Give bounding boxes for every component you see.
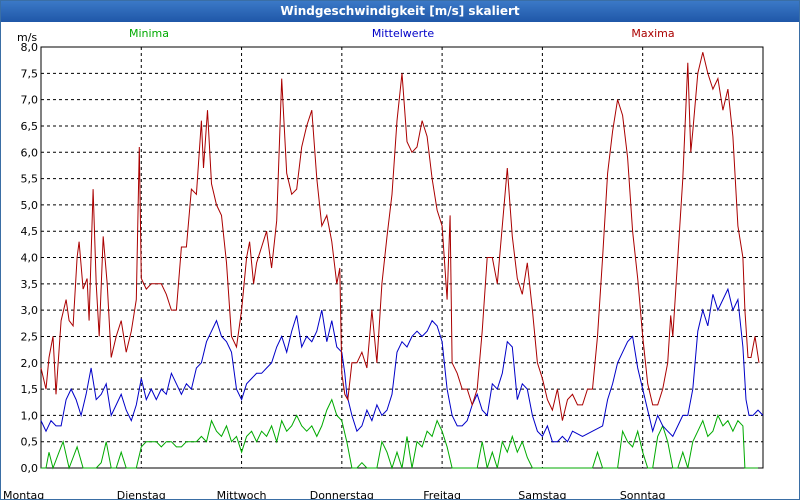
legend-maxima: Maxima (631, 27, 674, 40)
y-tick-label: 4,5 (21, 225, 39, 238)
y-tick-label: 7,0 (21, 94, 39, 107)
y-tick-label: 5,5 (21, 173, 39, 186)
y-tick-label: 0,5 (21, 436, 39, 449)
y-tick-label: 3,5 (21, 278, 39, 291)
y-tick-label: 6,0 (21, 146, 39, 159)
y-tick-label: 2,5 (21, 330, 39, 343)
x-tick-day: Dienstag (117, 489, 166, 499)
y-tick-label: 7,5 (21, 67, 39, 80)
y-tick-label: 8,0 (21, 41, 39, 54)
y-tick-label: 4,0 (21, 252, 39, 265)
y-tick-label: 1,5 (21, 383, 39, 396)
series-line-minima (41, 398, 758, 470)
y-tick-label: 0,0 (21, 462, 39, 475)
x-tick-day: Mittwoch (217, 489, 267, 499)
x-tick-day: Montag (3, 489, 44, 499)
y-tick-label: 5,0 (21, 199, 39, 212)
series-line-mittelwerte (40, 287, 764, 443)
y-tick-label: 2,0 (21, 357, 39, 370)
x-tick-day: Samstag (518, 489, 566, 499)
y-axis-unit: m/s (17, 31, 37, 44)
wind-speed-chart: 0,0 0,5 1,0 1,5 2,0 2,5 3,0 3,5 4,0 4,5 5,0 5,5 6,0 6… (3, 27, 764, 499)
window-title: Windgeschwindigkeit [m/s] skaliert (1, 1, 799, 22)
y-tick-label: 1,0 (21, 409, 39, 422)
x-tick-day: Donnerstag (310, 489, 374, 499)
x-tick-day: Freitag (423, 489, 461, 499)
x-tick-day: Sonntag (620, 489, 666, 499)
legend-minima: Minima (129, 27, 169, 40)
legend-mittelwerte: Mittelwerte (372, 27, 435, 40)
y-tick-label: 6,5 (21, 120, 39, 133)
series-line-maxima (40, 52, 760, 421)
y-tick-label: 3,0 (21, 304, 39, 317)
